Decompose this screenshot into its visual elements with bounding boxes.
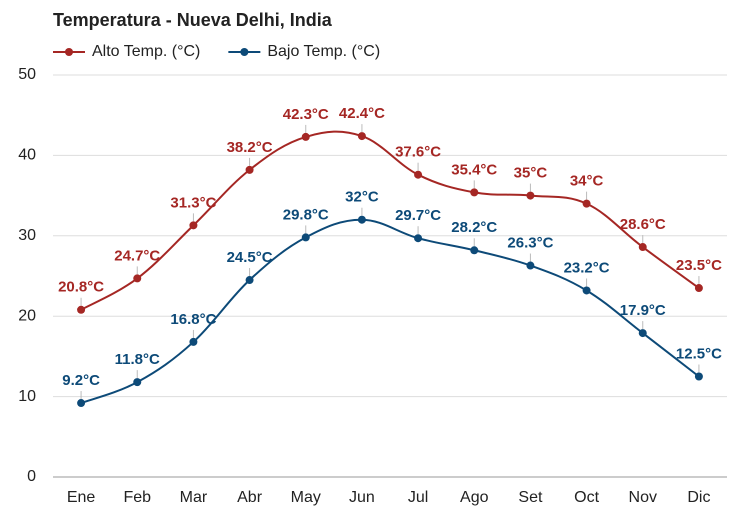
data-label: 11.8°C xyxy=(115,351,160,368)
data-point xyxy=(189,337,198,346)
series-line xyxy=(80,218,700,404)
x-tick-label: Mar xyxy=(180,489,208,506)
data-point xyxy=(638,243,647,252)
data-label: 42.4°C xyxy=(339,105,385,122)
x-tick-label: May xyxy=(291,489,321,506)
data-label: 26.3°C xyxy=(507,235,553,252)
data-point xyxy=(582,199,591,208)
data-point xyxy=(301,233,310,242)
legend-marker xyxy=(65,48,73,56)
x-tick-label: Jul xyxy=(408,489,428,506)
data-point xyxy=(694,284,703,293)
legend-label: Alto Temp. (°C) xyxy=(92,43,200,60)
data-label: 17.9°C xyxy=(620,302,666,319)
x-tick-label: Dic xyxy=(687,489,710,506)
y-tick-label: 40 xyxy=(18,147,36,164)
data-point xyxy=(414,234,423,243)
data-label: 24.5°C xyxy=(227,249,273,266)
data-label: 29.7°C xyxy=(395,207,441,224)
data-label: 12.5°C xyxy=(676,345,722,362)
y-tick-label: 50 xyxy=(18,66,36,83)
data-label: 32°C xyxy=(345,189,379,206)
data-label: 35°C xyxy=(514,165,548,182)
legend-marker xyxy=(240,48,249,56)
data-point xyxy=(245,165,254,174)
data-label: 28.2°C xyxy=(451,219,497,236)
series-line xyxy=(80,130,700,311)
data-label: 9.2°C xyxy=(62,372,100,389)
x-tick-label: Feb xyxy=(123,489,151,506)
data-point xyxy=(470,246,479,255)
y-tick-label: 30 xyxy=(18,227,36,244)
chart-title: Temperatura - Nueva Delhi, India xyxy=(53,10,333,30)
y-tick-label: 0 xyxy=(27,468,36,485)
data-point xyxy=(189,221,198,230)
data-label: 28.6°C xyxy=(620,216,666,233)
data-point xyxy=(526,191,535,200)
data-label: 38.2°C xyxy=(227,139,273,156)
legend-label: Bajo Temp. (°C) xyxy=(267,43,380,60)
data-point xyxy=(470,188,479,197)
data-point xyxy=(582,286,591,295)
data-point xyxy=(526,261,535,270)
x-tick-label: Nov xyxy=(629,489,657,506)
x-tick-label: Ago xyxy=(460,489,489,506)
x-tick-label: Ene xyxy=(67,489,96,506)
data-point xyxy=(77,399,86,408)
y-tick-label: 10 xyxy=(18,388,36,405)
data-label: 35.4°C xyxy=(451,161,497,178)
data-label: 31.3°C xyxy=(170,194,216,211)
data-label: 24.7°C xyxy=(114,247,160,264)
data-label: 23.2°C xyxy=(564,259,610,276)
data-label: 42.3°C xyxy=(283,106,329,123)
data-point xyxy=(133,378,142,387)
y-tick-label: 20 xyxy=(18,307,36,324)
data-label: 16.8°C xyxy=(170,311,216,328)
data-point xyxy=(133,274,142,283)
data-label: 34°C xyxy=(570,173,604,190)
data-label: 20.8°C xyxy=(58,279,104,296)
x-tick-label: Jun xyxy=(349,489,375,506)
data-label: 37.6°C xyxy=(395,144,441,161)
x-tick-label: Abr xyxy=(237,489,263,506)
x-tick-label: Set xyxy=(518,489,543,506)
data-label: 23.5°C xyxy=(676,257,722,274)
data-label: 29.8°C xyxy=(283,206,329,223)
data-point xyxy=(638,329,647,338)
data-point xyxy=(694,372,703,381)
data-point xyxy=(357,215,366,224)
data-point xyxy=(414,170,423,179)
x-tick-label: Oct xyxy=(574,489,599,506)
data-point xyxy=(357,132,366,141)
data-point xyxy=(245,276,254,285)
data-point xyxy=(301,132,310,141)
data-point xyxy=(77,305,86,314)
